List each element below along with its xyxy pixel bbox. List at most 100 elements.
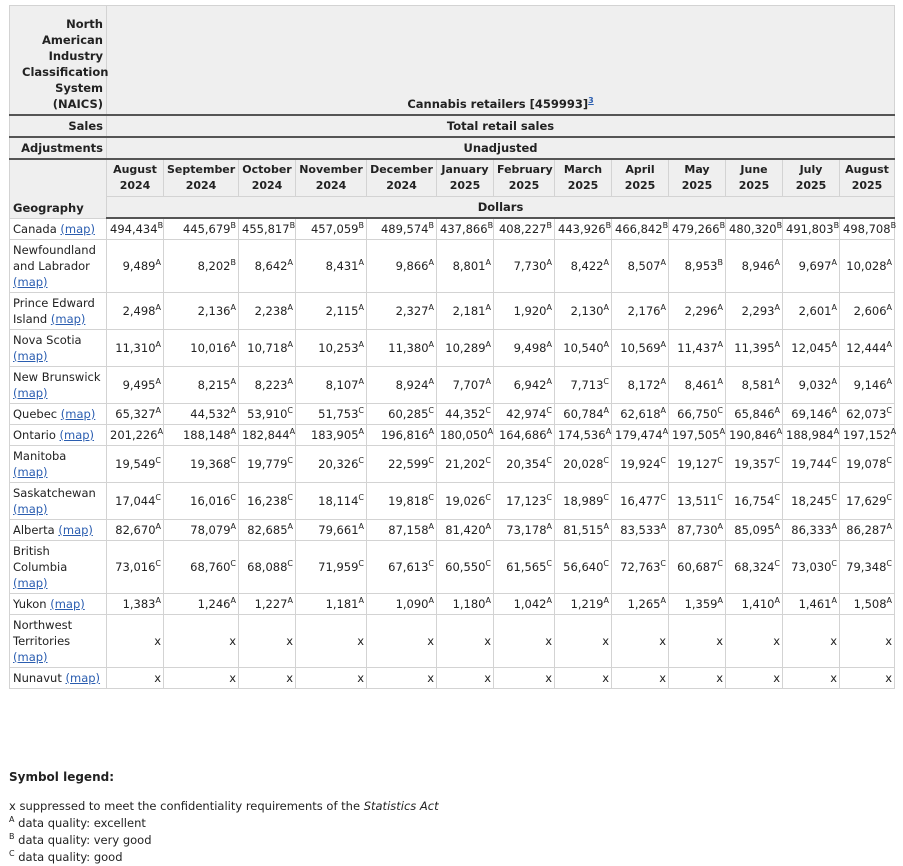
cell-value: x (545, 671, 552, 685)
cell-value: 8,507 (627, 259, 661, 273)
units: Dollars (105, 196, 896, 219)
value-cell: 11,437A (668, 329, 726, 367)
cell-value: x (659, 634, 666, 648)
quality-flag: C (287, 559, 293, 569)
quality-flag: A (886, 522, 893, 532)
value-cell: 8,223A (238, 366, 296, 404)
column-year: 2025 (567, 179, 599, 192)
cell-value: x (357, 634, 364, 648)
quality-flag: A (428, 427, 434, 437)
value-cell: 16,754C (725, 482, 783, 520)
value-cell: 1,461A (782, 593, 840, 615)
cell-value: 183,905 (310, 428, 359, 442)
value-cell: 60,285C (366, 403, 437, 425)
quality-flag: A (230, 406, 236, 416)
cell-value: 8,801 (452, 259, 486, 273)
footnote-link[interactable]: 3 (588, 96, 594, 106)
cell-value: 2,181 (452, 304, 486, 318)
cell-value: 62,618 (620, 407, 661, 421)
cell-value: x (545, 634, 552, 648)
quality-flag: A (428, 522, 434, 532)
value-cell: 7,730A (493, 239, 555, 293)
value-cell: 79,661A (295, 519, 367, 541)
map-link[interactable]: (map) (65, 671, 101, 685)
map-link[interactable]: (map) (60, 407, 96, 421)
cell-value: 8,223 (254, 378, 288, 392)
value-cell: x (106, 614, 164, 668)
quality-flag: A (546, 377, 552, 387)
cell-value: 197,152 (843, 428, 891, 442)
cell-value: 18,245 (791, 494, 832, 508)
value-cell: x (611, 614, 669, 668)
quality-flag: C (660, 456, 666, 466)
quality-flag: A (660, 303, 666, 313)
cell-value: x (154, 671, 161, 685)
cell-value: 2,606 (853, 304, 887, 318)
value-cell: 7,707A (436, 366, 494, 404)
map-link[interactable]: (map) (60, 221, 95, 236)
cell-value: 466,842 (615, 222, 663, 236)
value-cell: 197,505A (668, 424, 726, 446)
quality-flag: C (155, 456, 161, 466)
cell-value: 190,846 (729, 428, 777, 442)
quality-flag: A (603, 340, 609, 350)
quality-flag: C (886, 406, 893, 416)
map-link[interactable]: (map) (50, 597, 85, 611)
value-cell: 10,289A (436, 329, 494, 367)
value-cell: x (782, 614, 840, 668)
quality-flag: C (287, 456, 293, 466)
cell-value: 51,753 (318, 407, 359, 421)
value-cell: x (436, 614, 494, 668)
value-cell: 491,803B (782, 217, 840, 240)
legend-symbol: B (9, 832, 15, 842)
quality-flag: A (155, 406, 161, 416)
quality-flag: A (546, 427, 552, 437)
quality-flag: A (155, 377, 161, 387)
value-cell: 443,926B (554, 217, 612, 240)
cell-value: 42,974 (506, 407, 547, 421)
map-link[interactable]: (map) (13, 576, 48, 590)
quality-flag: A (831, 522, 837, 532)
value-cell: 1,181A (295, 593, 367, 615)
cell-value: 179,474 (615, 428, 663, 442)
map-link[interactable]: (map) (58, 523, 93, 537)
value-cell: 19,078C (838, 445, 896, 483)
map-link[interactable]: (map) (59, 428, 95, 442)
value-cell: 455,817B (238, 217, 296, 240)
cell-value: 174,536 (558, 428, 606, 442)
map-link[interactable]: (map) (13, 502, 48, 516)
cell-value: 1,227 (254, 597, 288, 611)
map-link[interactable]: (map) (13, 349, 48, 363)
value-cell: 182,844A (238, 424, 296, 446)
value-cell: 10,540A (554, 329, 612, 367)
quality-flag: A (717, 377, 723, 387)
map-link[interactable]: (map) (50, 312, 86, 326)
cell-value: 182,844 (242, 428, 290, 442)
data-row: Prince Edward Island (map) 2,498A 2,136A 2,… (9, 292, 896, 330)
map-link[interactable]: (map) (13, 386, 48, 400)
value-cell: 197,152A (838, 424, 896, 446)
quality-flag: A (485, 522, 491, 532)
quality-flag: C (155, 559, 161, 569)
map-link[interactable]: (map) (13, 275, 48, 289)
map-link[interactable]: (map) (13, 650, 48, 664)
value-cell: 7,713C (554, 366, 612, 404)
quality-flag: A (155, 303, 161, 313)
map-link[interactable]: (map) (13, 465, 48, 479)
cell-value: 2,115 (325, 304, 359, 318)
column-month: August (845, 163, 889, 176)
cell-value: 479,266 (672, 222, 720, 236)
cell-value: 1,180 (452, 597, 486, 611)
cell-value: 1,246 (197, 597, 231, 611)
value-cell: 19,818C (366, 482, 437, 520)
value-cell: 19,779C (238, 445, 296, 483)
quality-flag: A (546, 303, 552, 313)
value-cell: 17,123C (493, 482, 555, 520)
value-cell: 73,178A (493, 519, 555, 541)
cell-value: 16,477 (620, 494, 661, 508)
naics-row: North American Industry Classification S… (9, 5, 896, 116)
data-row: Northwest Territories (map) x x x x x x x x x x x x x (9, 614, 896, 668)
value-cell: 18,114C (295, 482, 367, 520)
value-cell: 179,474A (611, 424, 669, 446)
cell-value: 20,354 (506, 457, 547, 471)
